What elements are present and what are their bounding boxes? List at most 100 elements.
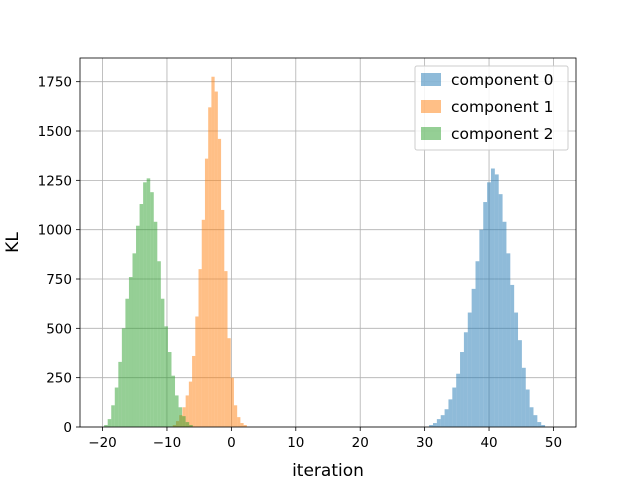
legend-entry: component 1 [451,98,553,116]
histogram-bar [143,182,147,427]
x-axis-ticks: −20 −10 0 10 20 30 40 50 [88,427,562,451]
histogram-bar [198,269,202,427]
histogram-bar [233,405,238,427]
histogram-bar [132,253,137,427]
histogram-bar [471,288,476,427]
y-tick-label: 500 [46,321,72,337]
histogram-bar [227,338,231,427]
histogram-bar [506,253,511,427]
x-tick-label: −20 [88,435,117,451]
histogram-bar [529,407,534,427]
histogram-bar [460,352,464,427]
histogram-bar [240,423,244,427]
x-tick-label: 0 [227,435,236,451]
histogram-bar [525,389,530,427]
histogram-bar [510,284,515,427]
histogram-bar [195,316,199,427]
histogram-bar [125,298,129,427]
histogram-bar [490,168,495,427]
histogram-bar [136,225,140,427]
histogram-bar [483,202,488,427]
histogram-bar [221,209,225,427]
histogram-bar [111,405,115,427]
histogram-bar [167,352,172,427]
histogram-bar [192,355,196,427]
histogram-bar [128,277,133,427]
histogram-bar [178,407,183,427]
histogram-bar [114,387,119,427]
histogram-bar [211,76,215,428]
histogram-bar [160,298,165,427]
histogram-bar [150,192,154,427]
y-axis-ticks: 0 250 500 750 1000 1250 1500 1750 [38,75,80,436]
histogram-bar [171,375,176,427]
histogram-bar [432,423,437,427]
histogram-bar [107,419,112,427]
histogram-bar [185,422,190,427]
histogram-bar [521,367,526,427]
histogram-bar [475,261,480,427]
y-tick-label: 1500 [38,124,72,140]
histogram-bar [164,326,168,427]
legend-swatch [421,73,441,86]
plot-frame [79,57,577,428]
y-tick-label: 1250 [38,173,72,189]
histogram-bar [243,425,247,427]
histogram-bar [440,415,445,427]
histogram-bar [514,312,519,427]
legend-entry: component 0 [451,71,553,89]
legend-box [414,65,569,151]
histogram-bar [182,416,186,427]
y-tick-label: 750 [46,272,72,288]
y-axis-label: KL [3,232,23,253]
y-tick-label: 250 [46,371,72,387]
histogram-bar [448,399,453,427]
x-tick-label: 10 [287,435,304,451]
x-tick-label: 50 [545,435,562,451]
histogram-bar [175,395,179,427]
histogram-bar [502,221,507,427]
histogram-bar [467,312,472,427]
histogram-bar [237,417,241,427]
series-0-bars [429,168,546,427]
y-tick-label: 1750 [38,75,72,91]
histogram-bar [537,422,542,427]
histogram-bar [456,373,461,427]
legend-entry: component 2 [451,125,553,143]
histogram-bar [201,219,205,427]
histogram-bar [498,194,503,427]
histogram-bar [230,377,234,427]
x-tick-label: 20 [352,435,369,451]
histogram-bars [104,76,546,428]
series-2-bars [104,178,193,427]
histogram-bar [452,387,457,427]
legend-swatch [421,127,441,140]
histogram-bar [157,261,161,427]
histogram-bar [217,138,222,427]
histogram-bar [436,419,441,427]
histogram-bar [214,91,218,427]
histogram-bar [188,381,193,427]
x-tick-label: 40 [480,435,497,451]
histogram-bar [224,271,228,427]
histogram-bar [104,425,108,427]
histogram-bar [121,328,126,427]
histogram-bar [444,409,449,427]
histogram-bar [204,158,209,428]
histogram-bar [479,229,484,427]
histogram-bar [185,395,189,427]
histogram-bar [463,332,468,427]
histogram-bar [429,425,433,427]
histogram-bar [494,174,499,427]
x-tick-label: 30 [416,435,433,451]
histogram-bar [487,182,491,427]
histogram-bar [518,340,522,427]
x-axis-label: iteration [292,461,364,480]
legend: component 0 component 1 component 2 [414,65,569,151]
histogram-bar [146,178,151,427]
histogram-bar [533,415,538,427]
histogram-bar [139,204,144,427]
y-tick-label: 1000 [38,223,72,239]
histogram-bar [118,361,122,427]
